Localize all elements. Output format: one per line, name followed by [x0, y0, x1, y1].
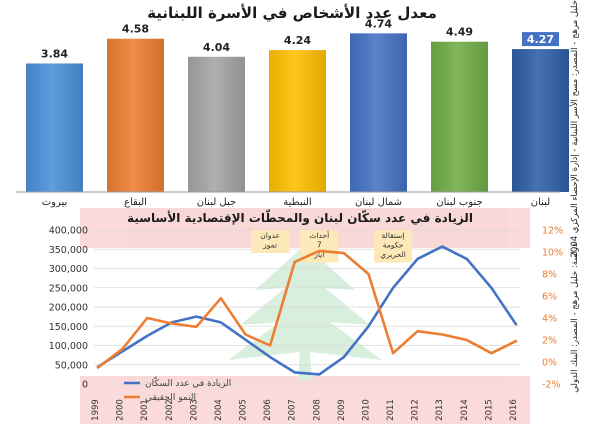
- x-tick-16: 2015: [484, 399, 494, 421]
- category-label-5: جنوب لبنان: [436, 197, 482, 208]
- category-label-2: جبل لبنان: [197, 197, 236, 208]
- legend-label-growth: النمو الحقيقي: [145, 393, 196, 403]
- x-tick-17: 2016: [509, 399, 519, 421]
- bar-category-labels: بيروت البقاع جبل لبنان النبطية شمال لبنان جنو…: [42, 197, 551, 208]
- right-tick-2: 2%: [542, 336, 557, 347]
- value-label-0: 3.84: [41, 47, 68, 60]
- value-label-4: 4.74: [365, 17, 392, 30]
- left-tick-1: 50,000: [55, 360, 88, 371]
- x-tick-11: 2010: [361, 399, 371, 421]
- x-tick-10: 2009: [337, 399, 347, 421]
- left-tick-2: 100,000: [49, 341, 88, 352]
- bar-shade-0: [26, 63, 83, 192]
- line-chart: الزيادة في عدد سكّان لبنان والمحطّات الإ…: [49, 208, 580, 424]
- x-tick-8: 2007: [288, 399, 298, 421]
- annotation-text-1: أحداث 7 أيار: [309, 230, 329, 259]
- value-label-2: 4.04: [203, 41, 230, 54]
- x-tick-12: 2011: [386, 399, 396, 421]
- line-chart-title: الزيادة في عدد سكّان لبنان والمحطّات الإ…: [127, 208, 473, 226]
- category-label-1: البقاع: [124, 197, 147, 208]
- value-label-box-6: [522, 32, 559, 47]
- bar-shade-2: [188, 56, 245, 192]
- left-tick-6: 300,000: [49, 264, 88, 275]
- right-axis-tick-labels: -2% 0% 2% 4% 6% 8% 10% 12%: [542, 226, 563, 391]
- left-tick-7: 350,000: [49, 245, 88, 256]
- value-label-6: 4.27: [527, 33, 554, 46]
- right-tick-1: 0%: [542, 358, 557, 369]
- bar-shade-3: [269, 50, 326, 192]
- bar-shade-6: [512, 49, 569, 193]
- series-line-1: [96, 249, 518, 369]
- flag-cedar-icon: [228, 245, 382, 380]
- x-tick-1: 2000: [116, 399, 126, 421]
- bar-chart: معدل عدد الأشخاص في الأسرة اللبنانية 3.8…: [16, 0, 580, 258]
- x-axis-tick-labels: 1999 2000 2001 2002 2003 2004 2005 2006 2007 2008…: [91, 399, 519, 421]
- annotation-box-0: [251, 230, 290, 253]
- x-tick-7: 2006: [263, 399, 273, 421]
- x-tick-4: 2003: [189, 399, 199, 421]
- line-chart-legend: الزيادة في عدد السكّان النمو الحقيقي: [124, 376, 231, 403]
- right-tick-6: 10%: [542, 248, 563, 259]
- x-tick-5: 2004: [214, 399, 224, 421]
- annotation-text-2: إستقالة حكومة الحريري: [380, 231, 405, 259]
- legend-label-population: الزيادة في عدد السكّان: [145, 376, 231, 389]
- left-tick-8: 400,000: [49, 226, 88, 237]
- category-label-4: شمال لبنان: [355, 197, 402, 208]
- left-tick-5: 250,000: [49, 283, 88, 294]
- line-chart-side-note: دراسة: خليل مرهج - المصدر: البنك الدولي: [570, 243, 580, 393]
- annotation-text-0: عدوان تموز: [260, 231, 280, 250]
- bar-chart-side-note: دراسة: خليل مرهج - المصدر: مسح الأسر الل…: [569, 0, 580, 258]
- bar-shade-5: [431, 41, 488, 193]
- right-tick-5: 8%: [542, 270, 557, 281]
- value-label-3: 4.24: [284, 34, 311, 47]
- left-axis-tick-labels: 0 50,000 100,000 150,000 200,000 250,000 300,0…: [49, 226, 88, 391]
- event-annotations: عدوان تموز أحداث 7 أيار إستقالة حكومة الحريري: [251, 230, 413, 263]
- category-label-0: بيروت: [42, 197, 68, 208]
- right-tick-7: 12%: [542, 226, 563, 237]
- left-tick-3: 150,000: [49, 322, 88, 333]
- right-tick-4: 6%: [542, 292, 557, 303]
- line-series: [96, 245, 518, 376]
- left-tick-0: 0: [82, 380, 88, 391]
- annotation-box-2: [374, 230, 413, 263]
- bar-series: 3.84 4.58 4.04 4.24 4.74 4.49 4.27: [26, 17, 569, 193]
- bar-chart-title: معدل عدد الأشخاص في الأسرة اللبنانية: [147, 4, 437, 22]
- x-tick-15: 2014: [460, 399, 470, 421]
- x-tick-3: 2002: [165, 399, 175, 421]
- x-tick-9: 2008: [312, 399, 322, 421]
- x-tick-0: 1999: [91, 399, 101, 421]
- category-label-6: لبنان: [531, 197, 550, 208]
- series-line-0: [96, 245, 518, 376]
- bar-shade-4: [350, 33, 407, 192]
- bar-shade-1: [107, 38, 164, 192]
- right-tick-0: -2%: [542, 380, 561, 391]
- category-label-3: النبطية: [283, 197, 311, 208]
- x-tick-13: 2012: [411, 399, 421, 421]
- value-label-5: 4.49: [446, 26, 473, 39]
- value-label-1: 4.58: [122, 23, 149, 36]
- right-tick-3: 4%: [542, 314, 557, 325]
- left-tick-4: 200,000: [49, 303, 88, 314]
- x-tick-14: 2013: [435, 399, 445, 421]
- x-tick-6: 2005: [239, 399, 249, 421]
- x-tick-2: 2001: [140, 399, 150, 421]
